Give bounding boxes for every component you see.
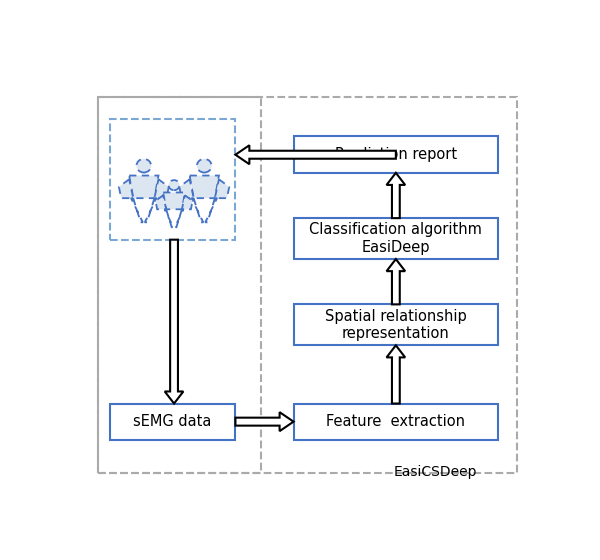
Polygon shape (119, 179, 133, 198)
Polygon shape (164, 209, 173, 227)
Polygon shape (182, 195, 193, 209)
Bar (110, 119, 235, 240)
Circle shape (136, 159, 151, 172)
Bar (110, 404, 235, 440)
Bar (293, 404, 498, 440)
Polygon shape (179, 179, 194, 198)
Bar (293, 136, 498, 173)
Polygon shape (165, 240, 184, 404)
Polygon shape (215, 179, 229, 198)
Text: Spatial relationship
representation: Spatial relationship representation (325, 309, 467, 341)
Polygon shape (131, 198, 143, 222)
Polygon shape (191, 198, 203, 222)
Polygon shape (205, 198, 217, 222)
Bar (293, 218, 498, 259)
Text: Feature  extraction: Feature extraction (326, 414, 466, 430)
Bar (293, 305, 498, 346)
Circle shape (197, 159, 212, 172)
Polygon shape (235, 412, 293, 431)
Text: EasiCSDeep: EasiCSDeep (394, 465, 477, 479)
Polygon shape (163, 193, 185, 209)
Polygon shape (175, 209, 184, 227)
Polygon shape (145, 198, 157, 222)
Polygon shape (386, 173, 405, 218)
Polygon shape (386, 259, 405, 305)
Polygon shape (155, 195, 166, 209)
Polygon shape (154, 179, 169, 198)
Polygon shape (386, 346, 405, 404)
Bar (98, 97, 517, 473)
Polygon shape (190, 175, 219, 198)
Polygon shape (235, 145, 396, 164)
Text: Classification algorithm
EasiDeep: Classification algorithm EasiDeep (310, 222, 482, 255)
Text: sEMG data: sEMG data (133, 414, 212, 430)
Bar (98, 97, 261, 473)
Polygon shape (129, 175, 158, 198)
Text: Prediction report: Prediction report (335, 147, 457, 162)
Circle shape (169, 180, 179, 190)
